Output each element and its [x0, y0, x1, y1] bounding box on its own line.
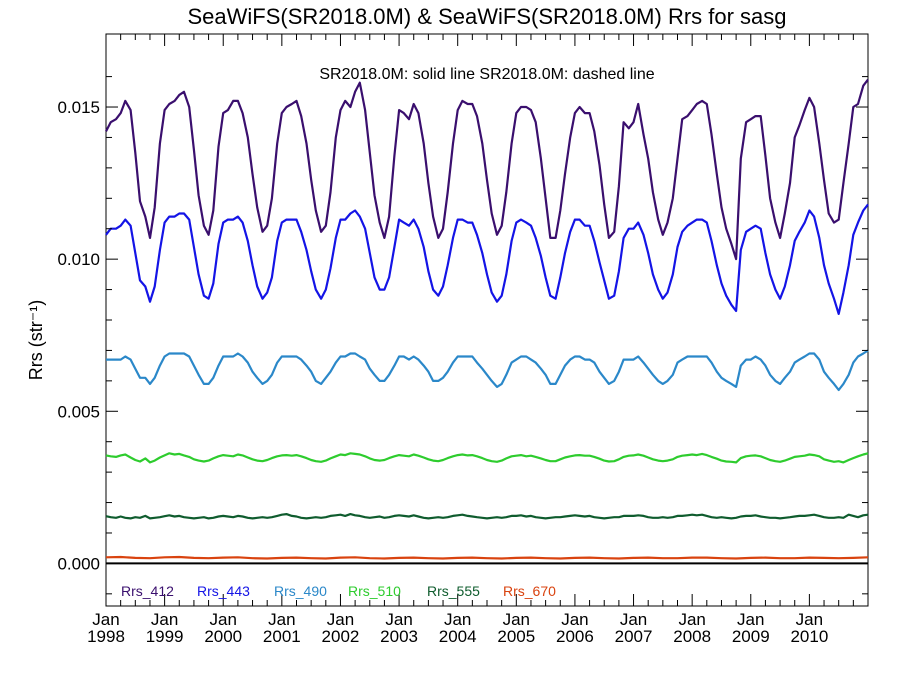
x-tick-month-label: Jan: [327, 610, 354, 629]
x-tick-year-label: 2002: [322, 627, 360, 646]
x-tick-year-label: 1999: [146, 627, 184, 646]
chart-subtitle: SR2018.0M: solid line SR2018.0M: dashed …: [319, 66, 654, 83]
series-layer: [105, 78, 869, 560]
legend-entry-rrs-670: Rrs_670: [503, 583, 556, 599]
legend-entry-rrs-412: Rrs_412: [121, 583, 174, 599]
x-tick-year-label: 2003: [380, 627, 418, 646]
series-line-rrs-670: [105, 555, 869, 560]
x-tick-month-label: Jan: [385, 610, 412, 629]
x-tick-month-label: Jan: [737, 610, 764, 629]
x-tick-year-label: 2008: [673, 627, 711, 646]
x-tick-year-label: 1998: [87, 627, 125, 646]
x-tick-month-label: Jan: [678, 610, 705, 629]
x-tick-month-label: Jan: [151, 610, 178, 629]
x-tick-year-label: 2006: [556, 627, 594, 646]
ticks-layer: 0.0000.0050.0100.015Jan1998Jan1999Jan200…: [57, 34, 868, 646]
legend-entry-rrs-443: Rrs_443: [197, 583, 250, 599]
x-tick-year-label: 2004: [439, 627, 477, 646]
x-tick-month-label: Jan: [444, 610, 471, 629]
legend: Rrs_412 Rrs_443 Rrs_490 Rrs_510 Rrs_555 Rrs_6…: [121, 583, 556, 599]
x-tick-month-label: Jan: [620, 610, 647, 629]
series-line-rrs-412: [105, 78, 869, 261]
x-tick-month-label: Jan: [210, 610, 237, 629]
legend-entry-rrs-555: Rrs_555: [427, 583, 480, 599]
y-tick-label: 0.005: [57, 402, 100, 421]
x-tick-year-label: 2010: [790, 627, 828, 646]
x-tick-month-label: Jan: [503, 610, 530, 629]
series-line-rrs-490: [106, 349, 869, 392]
y-axis-label: Rrs (str⁻¹): [26, 300, 46, 380]
legend-entry-rrs-490: Rrs_490: [274, 583, 327, 599]
x-tick-month-label: Jan: [92, 610, 119, 629]
x-tick-month-label: Jan: [561, 610, 588, 629]
x-tick-year-label: 2007: [615, 627, 653, 646]
y-tick-label: 0.015: [57, 98, 100, 117]
plot-frame: [105, 33, 869, 607]
x-tick-year-label: 2000: [204, 627, 242, 646]
legend-entry-rrs-510: Rrs_510: [348, 583, 401, 599]
y-tick-label: 0.000: [57, 554, 100, 573]
y-tick-label: 0.010: [57, 250, 100, 269]
x-tick-month-label: Jan: [796, 610, 823, 629]
x-tick-year-label: 2005: [497, 627, 535, 646]
series-line-rrs-510: [105, 452, 869, 464]
series-line-rrs-555: [105, 513, 869, 520]
plot-area: 0.0000.0050.0100.015Jan1998Jan1999Jan200…: [57, 33, 869, 646]
x-tick-year-label: 2001: [263, 627, 301, 646]
series-line-rrs-443: [105, 203, 869, 315]
x-tick-month-label: Jan: [268, 610, 295, 629]
x-tick-year-label: 2009: [732, 627, 770, 646]
chart-title: SeaWiFS(SR2018.0M) & SeaWiFS(SR2018.0M) …: [187, 4, 786, 29]
